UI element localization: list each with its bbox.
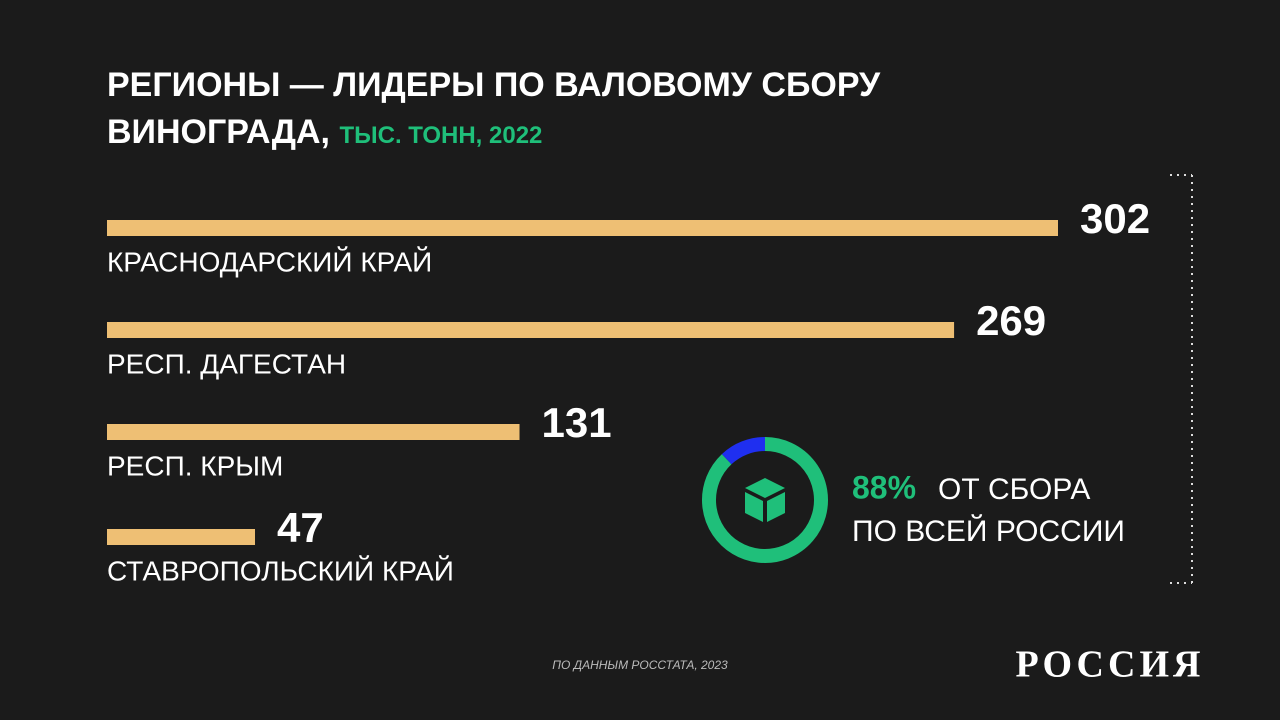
box-icon <box>745 478 785 522</box>
value-label: 269 <box>976 297 1046 344</box>
logo: РОССИЯ <box>1016 644 1205 686</box>
value-label: 302 <box>1080 195 1150 242</box>
caption: ОТ СБОРА <box>938 473 1090 506</box>
category-label: КРАСНОДАРСКИЙ КРАЙ <box>107 246 432 277</box>
bar <box>107 322 955 338</box>
donut-value-label: 88% <box>852 469 916 505</box>
bar <box>107 424 520 440</box>
source: ПО ДАННЫМ РОССТАТА, 2023 <box>552 658 728 672</box>
caption: ПО ВСЕЙ РОССИИ <box>852 514 1125 548</box>
title: РЕГИОНЫ — ЛИДЕРЫ ПО ВАЛОВОМУ СБОРУ ВИНОГ… <box>107 62 967 159</box>
category-label: РЕСП. ДАГЕСТАН <box>107 348 346 379</box>
bar <box>107 529 256 545</box>
subtitle: ТЫС. ТОНН, 2022 <box>339 122 543 149</box>
donut-segment <box>702 437 828 563</box>
category-label: СТАВРОПОЛЬСКИЙ КРАЙ <box>107 555 454 586</box>
bar <box>107 220 1058 236</box>
title-text: РЕГИОНЫ — ЛИДЕРЫ ПО ВАЛОВОМУ СБОРУ ВИНОГ… <box>107 66 881 151</box>
donut-segment <box>721 437 766 465</box>
value-label: 47 <box>277 504 324 551</box>
category-label: РЕСП. КРЫМ <box>107 450 283 481</box>
value-label: 131 <box>542 399 612 446</box>
